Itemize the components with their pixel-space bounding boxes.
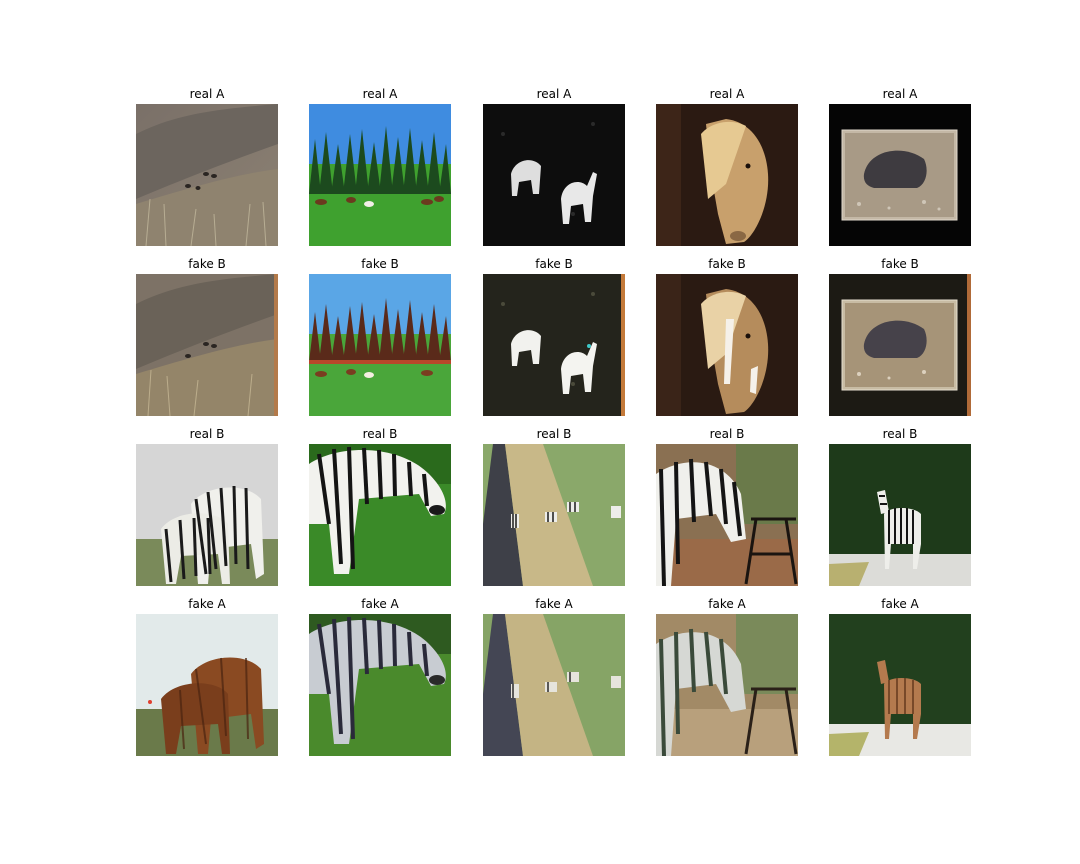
- cell-title: fake B: [708, 257, 746, 271]
- cell-title: fake A: [881, 597, 919, 611]
- hillside-grazing-horses-image: [136, 104, 278, 246]
- cell-title: real A: [709, 87, 745, 101]
- zebra-grazing-grass-image: [309, 444, 451, 586]
- cell-title: real A: [362, 87, 398, 101]
- horses-in-green-meadow-with-pine-trees-image: [309, 104, 451, 246]
- grazing-zebra-translated-image: [309, 614, 451, 756]
- framed-photo-horse-rolling-in-dust-image: [829, 104, 971, 246]
- zebras-beside-road-image: [483, 444, 625, 586]
- cell-title: fake B: [881, 257, 919, 271]
- cell-title: fake B: [535, 257, 573, 271]
- cell-title: real B: [362, 427, 398, 441]
- framed-horse-translated-image: [829, 274, 971, 416]
- hillside-grazing-horses-translated-image: [136, 274, 278, 416]
- zebra-herd-closeup-image: [136, 444, 278, 586]
- cell-title: real B: [882, 427, 918, 441]
- zebra-standing-on-path-image: [829, 444, 971, 586]
- road-zebras-translated-image: [483, 614, 625, 756]
- two-white-horses-at-night-image: [483, 104, 625, 246]
- cell-title: real B: [536, 427, 572, 441]
- zebra-herd-translated-to-horses-image: [136, 614, 278, 756]
- cell-title: fake A: [535, 597, 573, 611]
- meadow-horses-translated-image: [309, 274, 451, 416]
- feeder-zebra-translated-image: [656, 614, 798, 756]
- cell-title: fake B: [361, 257, 399, 271]
- cell-title: fake A: [708, 597, 746, 611]
- palomino-portrait-translated-image: [656, 274, 798, 416]
- zebra-at-wooden-feeder-image: [656, 444, 798, 586]
- cell-title: fake A: [188, 597, 226, 611]
- palomino-horse-portrait-image: [656, 104, 798, 246]
- path-zebra-translated-to-brown-image: [829, 614, 971, 756]
- cell-title: real A: [189, 87, 225, 101]
- white-horses-night-translated-image: [483, 274, 625, 416]
- cell-title: real B: [189, 427, 225, 441]
- cell-title: fake B: [188, 257, 226, 271]
- cell-title: fake A: [361, 597, 399, 611]
- cell-title: real A: [536, 87, 572, 101]
- cell-title: real B: [709, 427, 745, 441]
- cell-title: real A: [882, 87, 918, 101]
